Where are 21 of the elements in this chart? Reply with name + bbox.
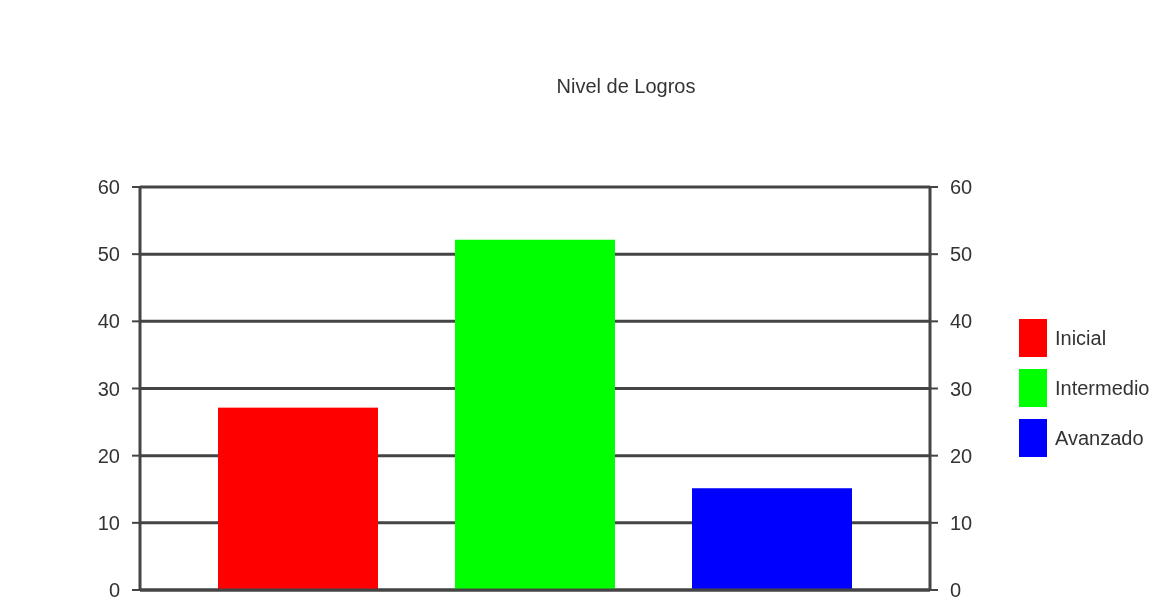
y-tick-label: 0: [108, 579, 120, 601]
y2-tick-label: 40: [950, 310, 973, 333]
y2-tick-label: 60: [950, 176, 973, 198]
y2-tick-label: 20: [950, 444, 973, 467]
bar: [455, 239, 615, 591]
legend-label: Intermedio: [1055, 377, 1150, 399]
y-tick-label: 30: [97, 377, 120, 400]
y-tick-label: 50: [97, 243, 120, 266]
y2-tick-label: 50: [950, 243, 973, 266]
y-tick-label: 20: [97, 444, 120, 467]
y-tick-label: 40: [97, 310, 120, 333]
legend-label: Avanzado: [1055, 427, 1144, 449]
y-tick-label: 10: [97, 511, 120, 534]
chart-title: Nivel de Logros: [556, 75, 696, 97]
bar: [218, 407, 378, 591]
y-tick-label: 60: [97, 176, 120, 198]
legend-label: Inicial: [1055, 327, 1107, 349]
y2-tick-label: 10: [950, 511, 973, 534]
bar: [692, 488, 852, 591]
y2-tick-label: 0: [950, 579, 962, 601]
y2-tick-label: 30: [950, 377, 973, 400]
